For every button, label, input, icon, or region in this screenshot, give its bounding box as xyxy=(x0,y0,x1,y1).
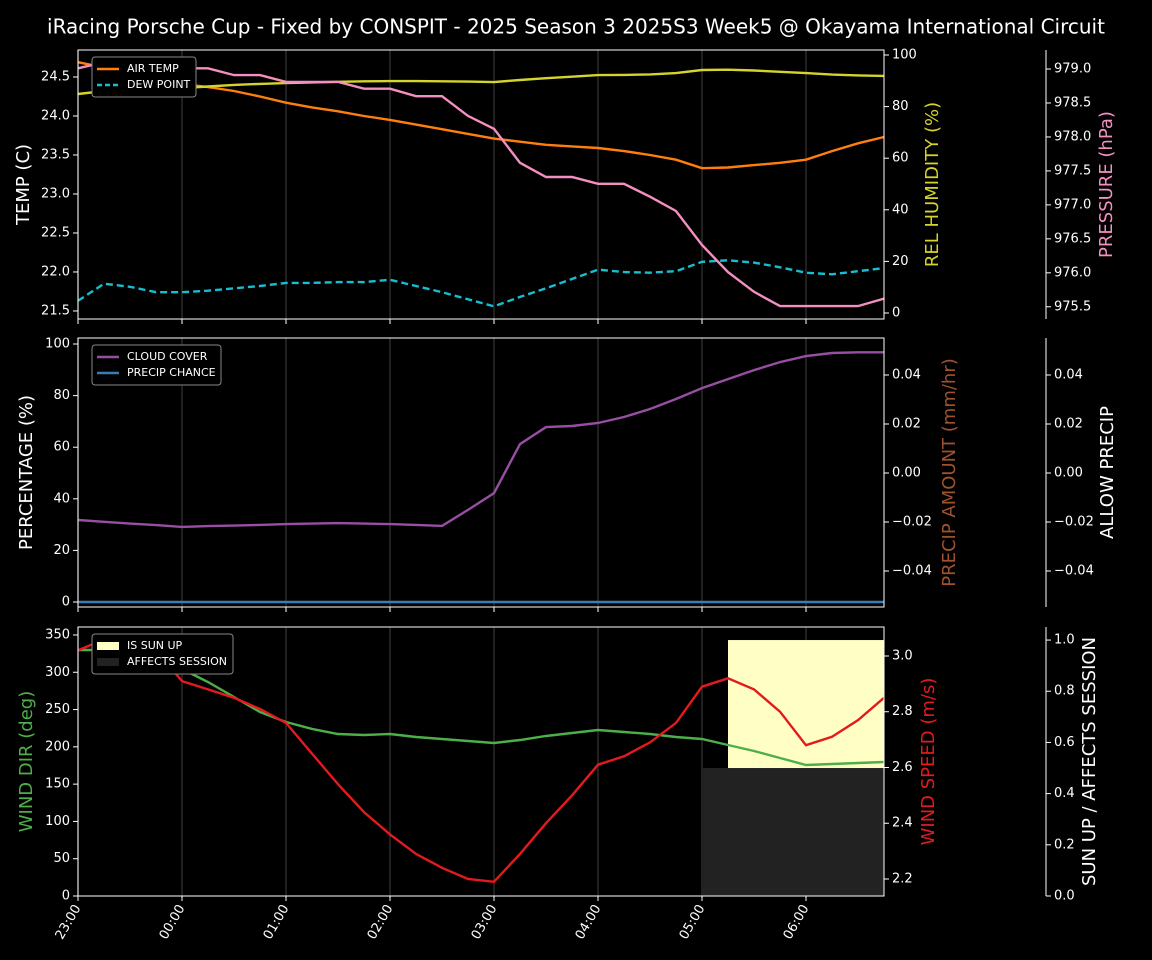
area-segment xyxy=(780,768,806,896)
y3-tick-label: 0.04 xyxy=(1054,367,1083,382)
y3-tick-label: −0.04 xyxy=(1054,563,1094,578)
y-tick-label: 0 xyxy=(62,889,70,904)
y-tick-label: 80 xyxy=(53,388,70,403)
line-series xyxy=(77,61,885,170)
y3-axis-label: SUN UP / AFFECTS SESSION xyxy=(1079,637,1100,886)
y-axis-label: TEMP (C) xyxy=(13,144,34,226)
y-tick-label: 250 xyxy=(45,702,70,717)
y3-tick-label: 978.0 xyxy=(1054,129,1091,144)
y3-tick-label: 0.02 xyxy=(1054,416,1083,431)
plot-frame xyxy=(77,626,885,897)
y-tick-label: 350 xyxy=(45,627,70,642)
y-tick-label: 22.0 xyxy=(41,264,70,279)
y3-tick-label: 0.8 xyxy=(1054,684,1075,699)
legend-label: AFFECTS SESSION xyxy=(127,655,227,668)
legend-swatch xyxy=(97,658,119,666)
legend-box xyxy=(91,56,197,98)
y3-tick-label: 975.5 xyxy=(1054,299,1091,314)
y3-axis-label: PRESSURE (hPa) xyxy=(1096,111,1117,258)
y2-tick-label: 2.6 xyxy=(892,760,913,775)
y3-tick-label: 0.6 xyxy=(1054,735,1075,750)
legend-label: DEW POINT xyxy=(127,78,191,91)
area-segment xyxy=(858,768,884,896)
y2-tick-label: 20 xyxy=(892,254,909,269)
y-tick-label: 24.0 xyxy=(41,108,70,123)
y2-tick-label: 0.04 xyxy=(892,367,921,382)
legend-box xyxy=(91,344,222,386)
y3-axis-label: ALLOW PRECIP xyxy=(1097,406,1118,539)
y-tick-label: 50 xyxy=(53,851,70,866)
y-tick-label: 300 xyxy=(45,665,70,680)
y3-tick-label: −0.02 xyxy=(1054,514,1094,529)
y3-tick-label: 979.0 xyxy=(1054,62,1091,77)
y3-tick-label: 1.0 xyxy=(1054,633,1075,648)
y2-tick-label: 0.02 xyxy=(892,416,921,431)
plot-frame xyxy=(77,49,885,320)
y-axis-label: PERCENTAGE (%) xyxy=(16,395,37,550)
y2-tick-label: 2.8 xyxy=(892,704,913,719)
line-series xyxy=(77,68,885,96)
y3-tick-label: 978.5 xyxy=(1054,95,1091,110)
area-segment xyxy=(702,768,728,896)
y3-tick-label: 0.00 xyxy=(1054,465,1083,480)
figure-title: iRacing Porsche Cup - Fixed by CONSPIT -… xyxy=(47,15,1105,39)
line-series xyxy=(77,259,885,308)
y2-axis-label: REL HUMIDITY (%) xyxy=(922,102,943,267)
area-segment xyxy=(832,768,858,896)
y-tick-label: 23.5 xyxy=(41,147,70,162)
line-series xyxy=(77,351,884,529)
y-tick-label: 150 xyxy=(45,777,70,792)
legend-label: AIR TEMP xyxy=(127,62,179,75)
area-segment xyxy=(806,768,832,896)
y2-tick-label: −0.02 xyxy=(892,514,932,529)
line-series xyxy=(77,61,885,308)
y3-tick-label: 976.5 xyxy=(1054,231,1091,246)
y-tick-label: 100 xyxy=(45,814,70,829)
y-tick-label: 23.0 xyxy=(41,186,70,201)
line-series xyxy=(78,648,885,767)
y3-tick-label: 0.0 xyxy=(1054,889,1075,904)
y2-tick-label: 40 xyxy=(892,202,909,217)
legend-box xyxy=(91,633,234,675)
y3-tick-label: 977.5 xyxy=(1054,163,1091,178)
y-axis-label: WIND DIR (deg) xyxy=(16,691,37,833)
y-tick-label: 22.5 xyxy=(41,225,70,240)
legend-swatch xyxy=(97,642,119,650)
y-tick-label: 60 xyxy=(53,440,70,455)
y-tick-label: 20 xyxy=(53,543,70,558)
legend-label: IS SUN UP xyxy=(127,639,183,652)
y3-tick-label: 976.0 xyxy=(1054,265,1091,280)
y3-tick-label: 0.2 xyxy=(1054,837,1075,852)
y3-tick-label: 977.0 xyxy=(1054,197,1091,212)
y2-tick-label: 80 xyxy=(892,99,909,114)
y2-tick-label: −0.04 xyxy=(892,563,932,578)
y-tick-label: 40 xyxy=(53,491,70,506)
y2-tick-label: 100 xyxy=(892,48,917,63)
area-segment xyxy=(728,768,754,896)
y2-tick-label: 0.00 xyxy=(892,465,921,480)
legend-label: CLOUD COVER xyxy=(127,350,208,363)
line-series xyxy=(77,638,885,884)
y-tick-label: 100 xyxy=(45,337,70,352)
y2-tick-label: 2.2 xyxy=(892,871,913,886)
area-segment xyxy=(754,768,780,896)
y-tick-label: 0 xyxy=(62,594,70,609)
y2-axis-label: WIND SPEED (m/s) xyxy=(918,678,939,846)
y2-tick-label: 0 xyxy=(892,305,900,320)
y2-tick-label: 60 xyxy=(892,151,909,166)
y2-tick-label: 2.4 xyxy=(892,816,913,831)
legend-label: PRECIP CHANCE xyxy=(127,366,216,379)
y-tick-label: 24.5 xyxy=(41,69,70,84)
y-tick-label: 200 xyxy=(45,739,70,754)
y2-tick-label: 3.0 xyxy=(892,648,913,663)
y3-tick-label: 0.4 xyxy=(1054,786,1075,801)
y-tick-label: 21.5 xyxy=(41,303,70,318)
y2-axis-label: PRECIP AMOUNT (mm/hr) xyxy=(939,358,960,587)
